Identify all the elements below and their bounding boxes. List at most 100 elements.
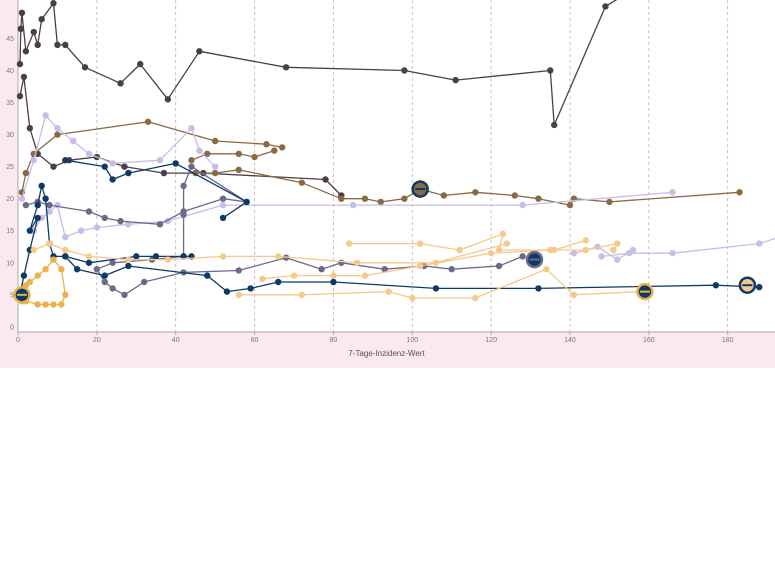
data-point: [219, 195, 227, 202]
y-tick-label: 25: [6, 164, 14, 171]
series-7: [598, 237, 775, 260]
data-point: [456, 246, 463, 254]
data-point: [275, 278, 282, 286]
series-5: [18, 112, 219, 202]
data-point: [736, 189, 743, 196]
data-point: [756, 283, 763, 291]
data-point: [93, 224, 101, 231]
data-point: [756, 240, 763, 247]
data-point: [156, 157, 164, 164]
data-point: [570, 249, 578, 257]
plot-area: [18, 0, 775, 332]
data-point: [20, 272, 28, 279]
data-point: [50, 163, 57, 170]
data-point: [62, 233, 69, 241]
data-point: [188, 157, 195, 164]
x-tick-label: 180: [722, 337, 734, 344]
data-point: [669, 189, 676, 196]
data-point: [101, 214, 108, 222]
data-point: [582, 246, 589, 254]
data-point: [26, 278, 34, 286]
data-point: [109, 259, 116, 266]
x-tick-label: 100: [406, 337, 418, 344]
data-point: [22, 201, 30, 209]
data-point: [17, 25, 24, 33]
data-point: [160, 169, 168, 177]
data-point: [180, 182, 187, 190]
y-tick-label: 15: [6, 228, 14, 235]
data-point: [42, 265, 49, 273]
x-tick-label: 60: [251, 337, 259, 344]
data-point: [235, 166, 242, 174]
data-point: [377, 198, 384, 206]
x-tick-label: 80: [330, 337, 338, 344]
data-point: [487, 249, 495, 257]
x-axis-title: 7-Tage-Inzidenz-Wert: [348, 349, 425, 358]
data-point: [109, 160, 116, 167]
data-point: [38, 16, 45, 23]
data-point: [42, 195, 49, 202]
x-tick-label: 0: [16, 337, 20, 344]
data-point: [133, 253, 140, 260]
x-tick-label: 160: [643, 337, 655, 344]
data-point: [712, 282, 720, 289]
data-point: [535, 285, 542, 292]
series-line: [21, 121, 283, 193]
data-point: [519, 253, 526, 260]
data-point: [511, 192, 518, 199]
data-point: [34, 301, 41, 308]
series-layer: [16, 0, 775, 308]
data-point: [235, 291, 242, 299]
highlight-marker: [525, 250, 544, 269]
data-point: [495, 246, 503, 254]
series-0: [16, 0, 618, 129]
data-point: [188, 124, 195, 132]
data-point: [140, 278, 148, 286]
data-point: [290, 272, 298, 279]
data-point: [211, 163, 219, 170]
data-point: [519, 201, 526, 209]
data-point: [495, 262, 503, 270]
data-point: [50, 256, 57, 263]
data-point: [204, 150, 211, 158]
data-point: [499, 230, 507, 238]
data-point: [85, 150, 93, 158]
data-point: [614, 256, 621, 263]
data-point: [46, 208, 53, 215]
series-2: [18, 118, 286, 196]
data-point: [62, 291, 69, 299]
data-point: [278, 144, 286, 151]
data-point: [582, 237, 589, 244]
data-point: [235, 267, 242, 274]
data-point: [22, 169, 30, 177]
data-point: [18, 195, 26, 202]
series-15: [30, 240, 511, 266]
series-13: [62, 157, 250, 222]
data-point: [282, 64, 290, 71]
data-point: [188, 163, 195, 170]
data-point: [614, 240, 621, 247]
data-point: [54, 131, 61, 138]
data-point: [62, 157, 69, 164]
data-point: [46, 240, 53, 247]
series-line: [25, 165, 248, 257]
data-point: [125, 256, 132, 263]
data-point: [606, 198, 613, 206]
series-3: [188, 147, 278, 164]
data-point: [58, 301, 65, 308]
chart-svg: 0 20 40 60 80 100 120 140 160 180 0 5 10 15 20 25 30 35 40…: [0, 0, 775, 368]
data-point: [34, 272, 41, 279]
y-tick-label: 10: [6, 260, 14, 267]
data-point: [42, 112, 49, 119]
data-point: [472, 189, 479, 196]
y-tick-label: 45: [6, 36, 14, 43]
highlight-marker: [636, 282, 654, 301]
data-point: [338, 195, 345, 202]
data-point: [93, 265, 101, 273]
data-point: [551, 246, 558, 254]
data-point: [259, 275, 266, 283]
data-point: [452, 76, 459, 84]
data-point: [144, 118, 152, 125]
data-point: [34, 201, 41, 209]
data-point: [30, 157, 37, 164]
